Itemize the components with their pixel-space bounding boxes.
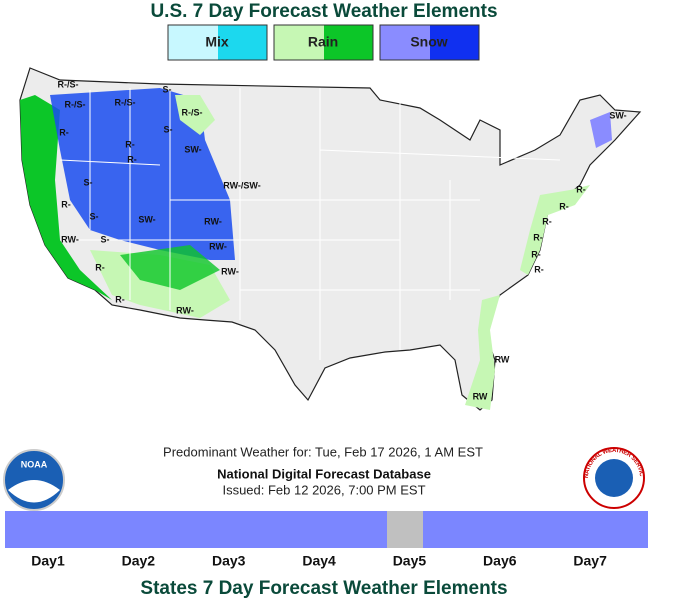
map-label: S- (101, 234, 110, 244)
source: National Digital Forecast Database (217, 466, 431, 481)
day-label[interactable]: Day2 (122, 553, 156, 569)
map-label: RW-/SW- (223, 180, 260, 190)
map (19, 67, 642, 411)
box (379, 24, 480, 61)
map-label: R-/S- (182, 107, 203, 117)
rain-area (20, 95, 112, 300)
mix-light (168, 25, 218, 60)
map-label: RW- (61, 234, 79, 244)
day-label[interactable]: Day7 (573, 553, 607, 569)
map-label: SW- (184, 144, 201, 154)
map-label: RW- (221, 266, 239, 276)
legend-label: Mix (205, 34, 229, 50)
map-labels: R-/S- R-/S- R-/S- S- R-/S- R- S- SW- R- R- S- RW-/S… (58, 79, 627, 401)
map-label: R- (127, 154, 137, 164)
rain-light (274, 25, 324, 60)
day-label[interactable]: Day5 (393, 553, 427, 569)
light-rain-area (465, 295, 500, 410)
map-label: S- (163, 84, 172, 94)
valid-time: Predominant Weather for: Tue, Feb 17 202… (163, 444, 483, 459)
noaa-gull (8, 480, 60, 503)
noaa-logo: NOAA (3, 449, 65, 511)
map-label: R- (542, 216, 552, 226)
states-link[interactable]: States 7 Day Forecast Weather Elements (140, 578, 507, 599)
map-label: R- (61, 199, 71, 209)
box (167, 24, 268, 61)
map-label: R- (576, 184, 586, 194)
map-label: RW- (176, 305, 194, 315)
map-label: RW- (209, 241, 227, 251)
map-label: R- (95, 262, 105, 272)
map-label: R- (59, 127, 69, 137)
map-label: R- (533, 232, 543, 242)
day-bar (5, 511, 648, 548)
snow-area (590, 112, 612, 148)
map-label: R-/S- (65, 99, 86, 109)
map-label: S- (164, 124, 173, 134)
day-label[interactable]: Day6 (483, 553, 517, 569)
rain-dark (324, 25, 373, 60)
map-label: R-/S- (58, 79, 79, 89)
mix-dark (218, 25, 267, 60)
map-label: R- (534, 264, 544, 274)
light-rain-area (520, 185, 590, 275)
map-label: RW (495, 354, 510, 364)
map-label: S- (90, 211, 99, 221)
selected-day (387, 511, 423, 548)
map-label: S- (84, 177, 93, 187)
snow-light (380, 25, 430, 60)
legend-label: Snow (410, 34, 447, 50)
day-labels: Day1 Day2 Day3 Day4 Day5 Day6 Day7 (31, 553, 607, 569)
legend-label: Rain (308, 34, 338, 50)
map-label: R-/S- (115, 97, 136, 107)
title: U.S. 7 Day Forecast Weather Elements (150, 1, 497, 22)
snow-area (50, 88, 235, 260)
map-label: RW (473, 391, 488, 401)
day-label[interactable]: Day4 (302, 553, 336, 569)
noaa-text: NOAA (21, 459, 48, 469)
nws-inner (595, 459, 633, 497)
issued: Issued: Feb 12 2026, 7:00 PM EST (222, 482, 425, 497)
light-rain-area (175, 95, 215, 135)
legend: Mix Rain Snow (167, 24, 480, 61)
map-label: R- (125, 139, 135, 149)
map-label: R- (531, 249, 541, 259)
day-label[interactable]: Day1 (31, 553, 65, 569)
day-label[interactable]: Day3 (212, 553, 246, 569)
map-label: R- (559, 201, 569, 211)
map-label: RW- (204, 216, 222, 226)
snow-dark (430, 25, 479, 60)
box (273, 24, 374, 61)
map-label: SW- (609, 110, 626, 120)
map-label: R- (115, 294, 125, 304)
state-lines (59, 88, 561, 360)
map-label: SW- (138, 214, 155, 224)
